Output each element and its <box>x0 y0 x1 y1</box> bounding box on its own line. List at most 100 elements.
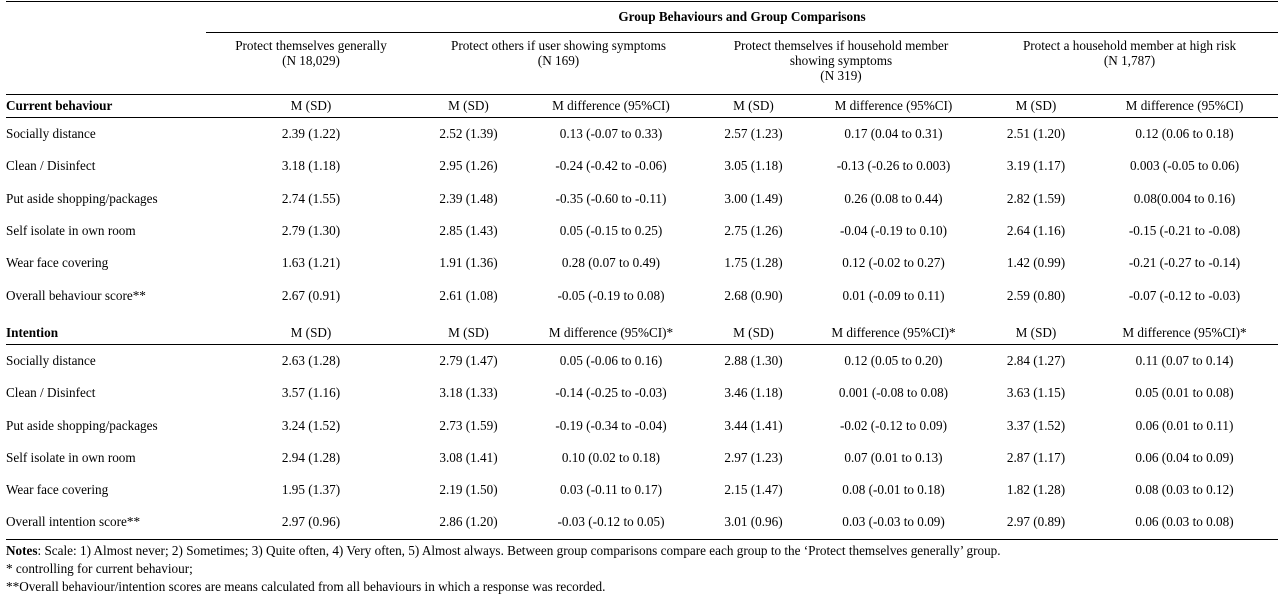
intention-header-row: Intention M (SD) M (SD) M difference (95… <box>6 321 1279 345</box>
table-cell: 3.18 (1.18) <box>281 158 341 174</box>
column-header: M difference (95%CI) <box>1091 94 1279 118</box>
table-cell: 2.57 (1.23) <box>724 126 783 142</box>
table-cell: -0.05 (-0.19 to 0.08) <box>557 287 665 303</box>
table-cell: 3.05 (1.18) <box>724 158 783 174</box>
table-cell: 0.05 (-0.06 to 0.16) <box>559 352 663 368</box>
table-cell: -0.07 (-0.12 to -0.03) <box>1128 287 1241 303</box>
table-cell: 0.10 (0.02 to 0.18) <box>561 449 661 465</box>
table-row: Self isolate in own room 2.94 (1.28) 3.0… <box>6 442 1278 474</box>
table-row: Socially distance 2.39 (1.22) 2.52 (1.39… <box>6 118 1278 151</box>
column-header: M difference (95%CI) <box>806 94 981 118</box>
row-label: Put aside shopping/packages <box>6 190 158 206</box>
column-header: M (SD) <box>206 321 416 345</box>
table-cell: 2.19 (1.50) <box>439 482 498 498</box>
table-cell: -0.24 (-0.42 to -0.06) <box>555 158 667 174</box>
table-cell: 0.08(0.004 to 0.16) <box>1133 190 1236 206</box>
table-cell: 2.39 (1.48) <box>439 190 498 206</box>
section-label-current: Current behaviour <box>6 94 206 118</box>
table-row: Put aside shopping/packages 3.24 (1.52) … <box>6 409 1278 441</box>
table-cell: 2.84 (1.27) <box>1006 352 1066 368</box>
row-label: Self isolate in own room <box>6 223 136 239</box>
section-label-intention: Intention <box>6 321 206 345</box>
table-notes: Notes: Scale: 1) Almost never; 2) Someti… <box>6 542 1276 596</box>
row-label: Wear face covering <box>6 255 109 271</box>
table-cell: 2.97 (0.89) <box>981 506 1091 540</box>
table-cell: -0.35 (-0.60 to -0.11) <box>555 190 667 206</box>
row-label: Overall behaviour score** <box>6 287 146 303</box>
table-cell: 1.95 (1.37) <box>281 482 341 498</box>
table-cell: 0.13 (-0.07 to 0.33) <box>559 126 663 142</box>
table-cell: 3.63 (1.15) <box>1006 385 1066 401</box>
table-cell: 2.97 (0.96) <box>206 506 416 540</box>
table-cell: 2.64 (1.16) <box>1006 223 1066 239</box>
table-cell: -0.15 (-0.21 to -0.08) <box>1128 223 1241 239</box>
table-row: Socially distance 2.63 (1.28) 2.79 (1.47… <box>6 344 1278 377</box>
table-title: Group Behaviours and Group Comparisons <box>206 1 1279 33</box>
table-cell: 3.01 (0.96) <box>701 506 806 540</box>
table-cell: 1.42 (0.99) <box>1006 255 1066 271</box>
table-cell: -0.19 (-0.34 to -0.04) <box>555 417 667 433</box>
table-cell: 2.67 (0.91) <box>281 287 341 303</box>
table-cell: 2.63 (1.28) <box>281 352 341 368</box>
table-cell: 2.86 (1.20) <box>416 506 521 540</box>
table-cell: 2.68 (0.90) <box>724 287 783 303</box>
table-cell: -0.03 (-0.12 to 0.05) <box>521 506 701 540</box>
table-row: Self isolate in own room 2.79 (1.30) 2.8… <box>6 215 1278 247</box>
table-cell: 0.17 (0.04 to 0.31) <box>844 126 943 142</box>
table-cell: 0.003 (-0.05 to 0.06) <box>1129 158 1240 174</box>
table-cell: 1.63 (1.21) <box>281 255 341 271</box>
notes-line-3: **Overall behaviour/intention scores are… <box>6 579 606 594</box>
column-header: M difference (95%CI)* <box>1091 321 1279 345</box>
column-header: M difference (95%CI)* <box>521 321 701 345</box>
table-cell: 0.03 (-0.03 to 0.09) <box>806 506 981 540</box>
table-cell: 2.59 (0.80) <box>1006 287 1066 303</box>
group-n: (N 18,029) <box>282 53 340 68</box>
table-row: Overall intention score** 2.97 (0.96) 2.… <box>6 506 1279 540</box>
table-cell: 2.97 (1.23) <box>724 449 783 465</box>
table-cell: 0.06 (0.03 to 0.08) <box>1091 506 1279 540</box>
table-cell: 0.01 (-0.09 to 0.11) <box>842 287 945 303</box>
table-cell: 1.91 (1.36) <box>439 255 498 271</box>
table-cell: 0.12 (0.06 to 0.18) <box>1135 126 1234 142</box>
table-cell: 2.75 (1.26) <box>724 223 783 239</box>
notes-label: Notes <box>6 543 38 558</box>
table-cell: 0.26 (0.08 to 0.44) <box>844 190 943 206</box>
table-cell: 0.05 (0.01 to 0.08) <box>1135 385 1234 401</box>
table-cell: 0.06 (0.04 to 0.09) <box>1135 449 1234 465</box>
group-header-4: Protect a household member at high risk … <box>981 33 1278 95</box>
row-label: Wear face covering <box>6 482 109 498</box>
table-cell: 2.51 (1.20) <box>1006 126 1066 142</box>
row-label: Clean / Disinfect <box>6 158 96 174</box>
column-header: M (SD) <box>981 321 1091 345</box>
table-row: Put aside shopping/packages 2.74 (1.55) … <box>6 183 1278 215</box>
column-header: M (SD) <box>701 94 806 118</box>
table-cell: 0.08 (-0.01 to 0.18) <box>842 482 945 498</box>
table-cell: 2.74 (1.55) <box>281 190 341 206</box>
column-header: M (SD) <box>701 321 806 345</box>
notes-line-2: * controlling for current behaviour; <box>6 561 193 576</box>
table-cell: 3.46 (1.18) <box>724 385 783 401</box>
table-cell: 3.57 (1.16) <box>281 385 341 401</box>
current-header-row: Current behaviour M (SD) M (SD) M differ… <box>6 94 1279 118</box>
table-cell: -0.02 (-0.12 to 0.09) <box>840 417 947 433</box>
table-cell: 2.15 (1.47) <box>724 482 783 498</box>
table-cell: 3.00 (1.49) <box>724 190 783 206</box>
table-cell: 2.88 (1.30) <box>724 352 783 368</box>
table-cell: 2.79 (1.47) <box>439 352 498 368</box>
table-cell: 2.82 (1.59) <box>1006 190 1066 206</box>
table-cell: -0.21 (-0.27 to -0.14) <box>1128 255 1241 271</box>
table-cell: -0.04 (-0.19 to 0.10) <box>840 223 947 239</box>
table-cell: 2.94 (1.28) <box>281 449 341 465</box>
table-cell: 0.07 (0.01 to 0.13) <box>844 449 943 465</box>
table-cell: 2.87 (1.17) <box>1006 449 1066 465</box>
table-cell: 0.05 (-0.15 to 0.25) <box>559 223 663 239</box>
table-cell: 3.19 (1.17) <box>1006 158 1066 174</box>
column-header: M difference (95%CI)* <box>806 321 981 345</box>
table-cell: 3.37 (1.52) <box>1006 417 1066 433</box>
column-header: M (SD) <box>206 94 416 118</box>
group-n: (N 1,787) <box>1103 53 1156 68</box>
table-cell: 1.75 (1.28) <box>724 255 783 271</box>
table-cell: 2.95 (1.26) <box>439 158 498 174</box>
row-label: Self isolate in own room <box>6 449 136 465</box>
column-header: M (SD) <box>981 94 1091 118</box>
